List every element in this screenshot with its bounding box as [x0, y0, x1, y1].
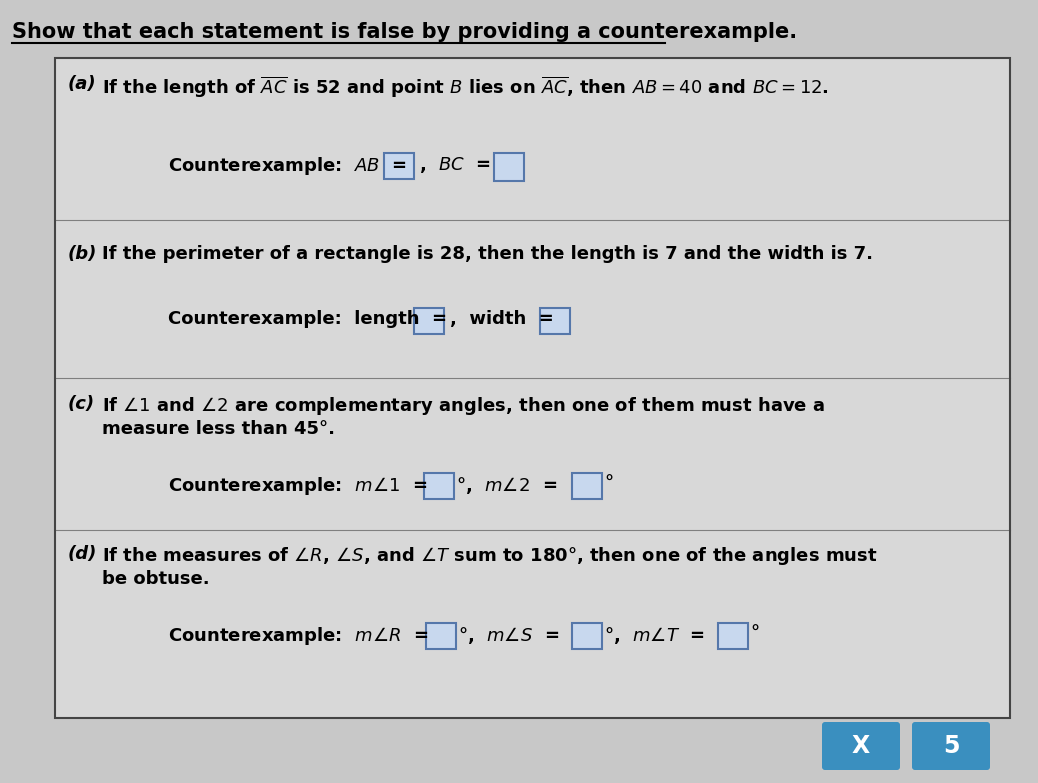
Bar — [718, 623, 748, 649]
Text: Counterexample:  length  =: Counterexample: length = — [168, 310, 447, 328]
Bar — [494, 153, 524, 181]
Text: Counterexample:  $m\angle 1$  =: Counterexample: $m\angle 1$ = — [168, 475, 428, 497]
Bar — [424, 473, 454, 499]
Bar — [426, 623, 456, 649]
Text: °,  $m\angle S$  =: °, $m\angle S$ = — [458, 625, 559, 646]
Text: (b): (b) — [69, 245, 98, 263]
Text: °: ° — [604, 475, 613, 493]
Text: °: ° — [750, 625, 759, 643]
Text: If the length of $\overline{AC}$ is 52 and point $B$ lies on $\overline{AC}$, th: If the length of $\overline{AC}$ is 52 a… — [102, 75, 829, 100]
FancyBboxPatch shape — [822, 722, 900, 770]
Text: (c): (c) — [69, 395, 95, 413]
FancyBboxPatch shape — [912, 722, 990, 770]
Text: ,  $BC$  =: , $BC$ = — [419, 155, 491, 175]
Text: If the perimeter of a rectangle is 28, then the length is 7 and the width is 7.: If the perimeter of a rectangle is 28, t… — [102, 245, 873, 263]
Bar — [540, 308, 570, 334]
Text: (a): (a) — [69, 75, 97, 93]
Text: ,  width  =: , width = — [450, 310, 553, 328]
Text: be obtuse.: be obtuse. — [102, 570, 210, 588]
Text: measure less than 45°.: measure less than 45°. — [102, 420, 335, 438]
Bar — [55, 58, 1010, 718]
Text: 5: 5 — [943, 734, 959, 758]
Text: °,  $m\angle T$  =: °, $m\angle T$ = — [604, 625, 705, 646]
Text: If $\angle 1$ and $\angle 2$ are complementary angles, then one of them must hav: If $\angle 1$ and $\angle 2$ are complem… — [102, 395, 825, 417]
Text: °,  $m\angle 2$  =: °, $m\angle 2$ = — [456, 475, 557, 496]
Text: Counterexample:  $m\angle R$  =: Counterexample: $m\angle R$ = — [168, 625, 429, 647]
Text: (d): (d) — [69, 545, 98, 563]
Text: Show that each statement is false by providing a counterexample.: Show that each statement is false by pro… — [12, 22, 797, 42]
Text: X: X — [852, 734, 870, 758]
Bar — [572, 473, 602, 499]
Bar — [384, 153, 414, 179]
Bar — [414, 308, 444, 334]
Bar — [572, 623, 602, 649]
Text: If the measures of $\angle R$, $\angle S$, and $\angle T$ sum to 180°, then one : If the measures of $\angle R$, $\angle S… — [102, 545, 878, 567]
Text: Counterexample:  $AB$  =: Counterexample: $AB$ = — [168, 155, 407, 177]
